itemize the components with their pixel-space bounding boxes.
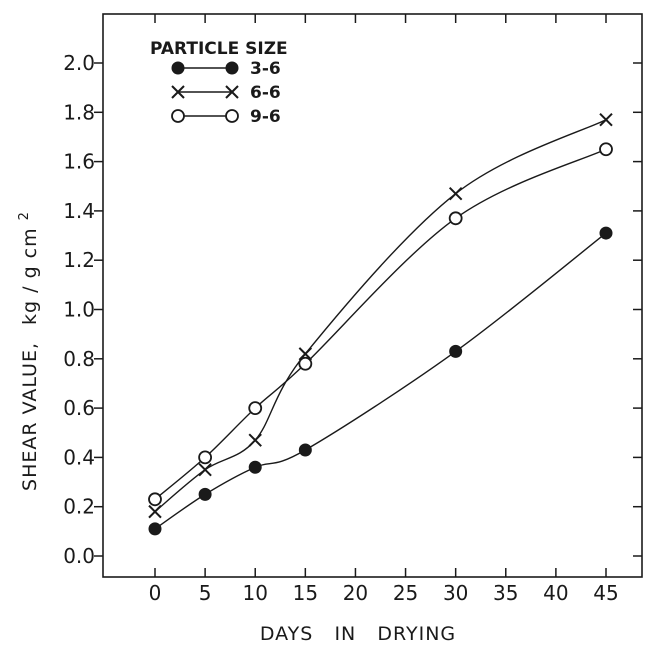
legend-marker-left bbox=[171, 61, 185, 75]
data-point bbox=[599, 112, 613, 127]
legend-entry: 3-6 bbox=[171, 59, 281, 79]
y-tick-label: 1.2 bbox=[63, 248, 95, 272]
data-point bbox=[599, 142, 613, 157]
data-point bbox=[599, 226, 613, 240]
y-axis-ticks: 0.0 0.2 0.4 0.6 0.8 1.0 1.2 1.4 1.6 1.8 2.0 bbox=[63, 51, 642, 568]
x-tick-label: 25 bbox=[393, 581, 418, 605]
data-point bbox=[148, 492, 162, 507]
data-point bbox=[448, 211, 463, 226]
series-6-6 bbox=[148, 112, 613, 519]
data-point bbox=[198, 487, 212, 501]
x-axis-ticks: 0 5 10 15 20 25 30 35 40 45 bbox=[149, 14, 619, 605]
x-tick-label: 5 bbox=[199, 581, 212, 605]
y-tick-label: 0.6 bbox=[63, 396, 95, 420]
series-3-6 bbox=[148, 226, 613, 536]
plot-frame bbox=[102, 13, 643, 578]
series-line bbox=[154, 148, 607, 500]
data-point bbox=[298, 356, 313, 371]
y-axis-label-main: SHEAR VALUE, bbox=[19, 342, 41, 491]
y-axis-label-unit: kg / g cm bbox=[19, 227, 41, 325]
data-point bbox=[298, 347, 313, 361]
x-axis-label: DAYS IN DRYING bbox=[260, 623, 456, 645]
y-tick-label: 1.0 bbox=[63, 298, 95, 322]
x-tick-label: 30 bbox=[443, 581, 468, 605]
series-layer bbox=[148, 112, 613, 536]
x-tick-label: 45 bbox=[593, 581, 618, 605]
x-tick-label: 20 bbox=[343, 581, 368, 605]
y-tick-label: 1.8 bbox=[63, 100, 95, 124]
legend-marker-left bbox=[171, 85, 185, 99]
data-point bbox=[248, 433, 262, 447]
data-point bbox=[448, 186, 463, 201]
legend-marker-right bbox=[225, 61, 239, 75]
data-point bbox=[148, 504, 162, 519]
x-tick-label: 0 bbox=[149, 581, 162, 605]
x-tick-label: 40 bbox=[543, 581, 568, 605]
data-point bbox=[248, 460, 262, 474]
y-axis-label: SHEAR VALUE, kg / g cm 2 bbox=[17, 211, 41, 491]
legend-entry: 9-6 bbox=[171, 107, 281, 127]
data-point bbox=[298, 443, 312, 457]
data-point bbox=[449, 344, 463, 358]
series-line bbox=[154, 232, 607, 530]
y-tick-label: 0.4 bbox=[63, 445, 95, 469]
x-tick-label: 15 bbox=[293, 581, 318, 605]
legend-marker-left bbox=[171, 109, 185, 123]
y-tick-label: 0.0 bbox=[63, 544, 95, 568]
legend-entry: 6-6 bbox=[171, 83, 281, 103]
y-tick-label: 0.8 bbox=[63, 347, 95, 371]
y-tick-label: 1.6 bbox=[63, 150, 95, 174]
data-point bbox=[248, 401, 263, 416]
series-line bbox=[154, 119, 607, 513]
legend-marker-right bbox=[225, 109, 239, 123]
legend-label: 9-6 bbox=[250, 107, 281, 127]
x-tick-label: 10 bbox=[242, 581, 267, 605]
data-point bbox=[148, 522, 162, 536]
y-axis-label-exponent: 2 bbox=[17, 211, 32, 220]
x-tick-label: 35 bbox=[493, 581, 518, 605]
y-tick-label: 0.2 bbox=[63, 495, 95, 519]
data-point bbox=[198, 463, 212, 477]
data-point bbox=[198, 450, 213, 465]
series-9-6 bbox=[148, 142, 613, 507]
legend: PARTICLE SIZE 3-6 6-6 9-6 bbox=[150, 39, 288, 127]
y-tick-label: 1.4 bbox=[63, 199, 95, 223]
legend-title: PARTICLE SIZE bbox=[150, 39, 288, 59]
legend-label: 6-6 bbox=[250, 83, 281, 103]
y-tick-label: 2.0 bbox=[63, 51, 95, 75]
legend-marker-right bbox=[225, 85, 239, 99]
legend-label: 3-6 bbox=[250, 59, 281, 79]
